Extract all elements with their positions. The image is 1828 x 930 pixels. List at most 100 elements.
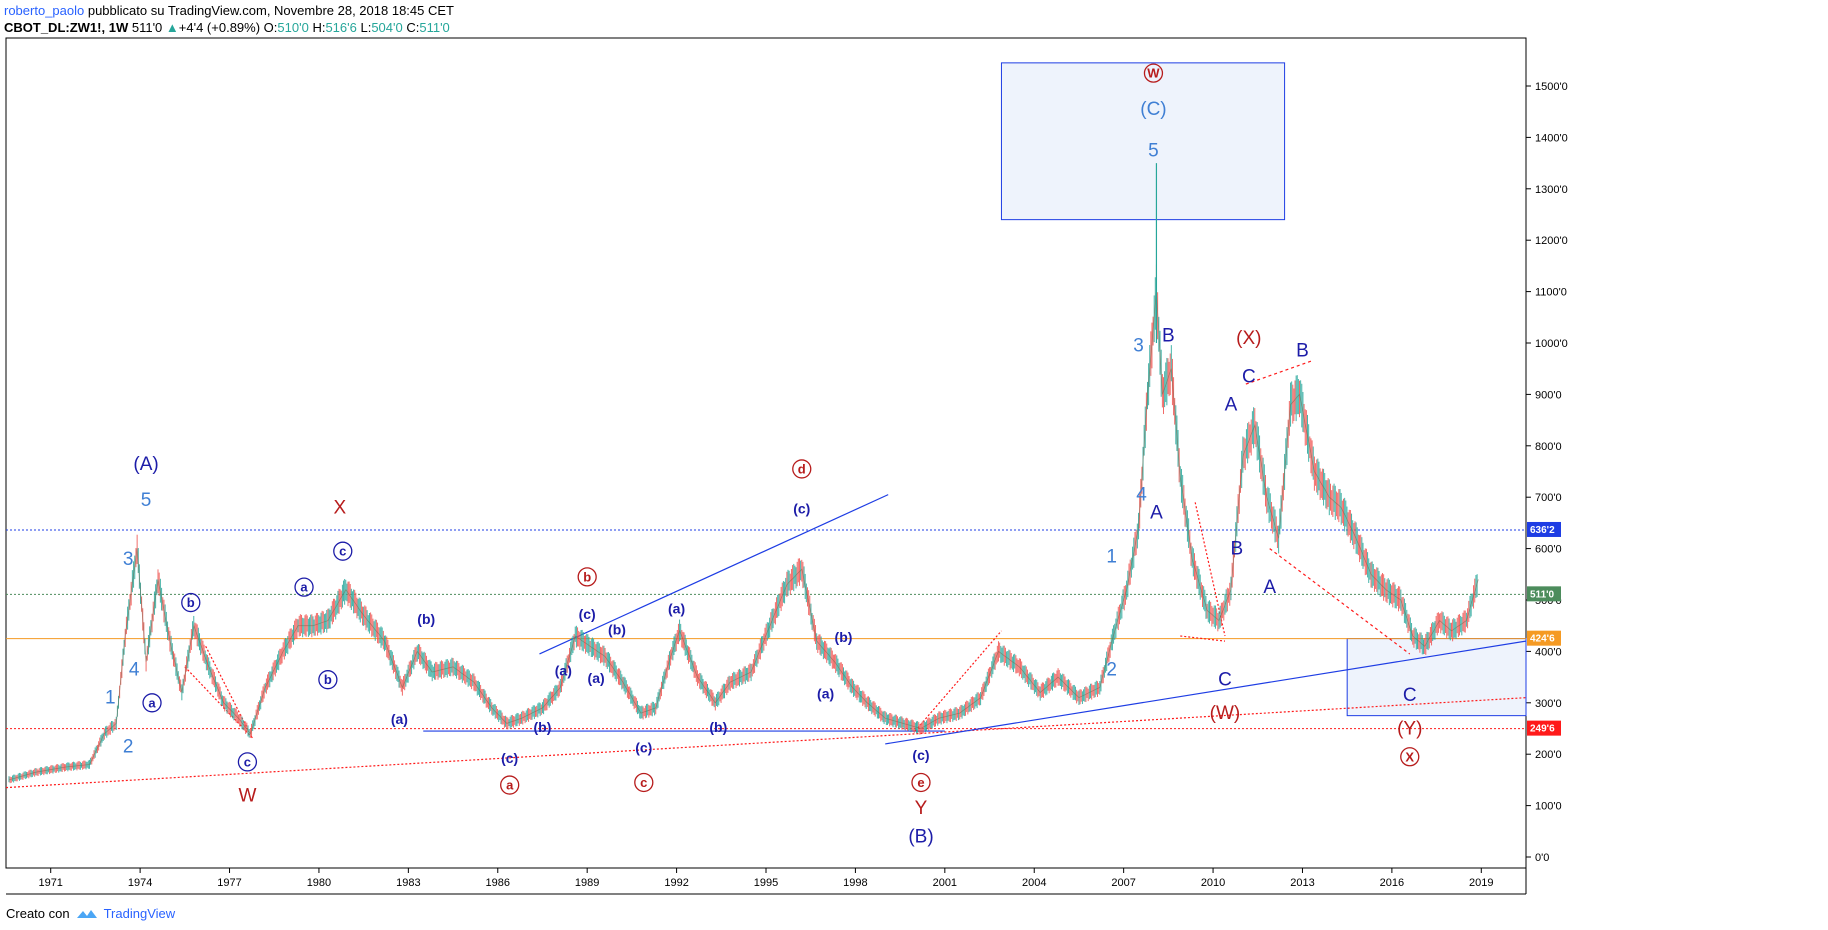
wave-label: B	[1162, 325, 1175, 346]
wave-label-circle	[237, 752, 258, 772]
wave-label: (a)	[817, 686, 834, 702]
created-with-label: Creato con	[6, 906, 70, 921]
wave-channel-line	[1180, 635, 1226, 642]
publish-info: pubblicato su TradingView.com, Novembre …	[84, 3, 454, 18]
wave-channel-line	[184, 666, 254, 740]
y-tick-label: 1400'0	[1535, 132, 1568, 144]
wave-label: C	[1403, 685, 1417, 706]
wave-label: (W)	[1210, 703, 1241, 724]
close-label: C:	[406, 20, 420, 35]
wave-label: (C)	[1140, 99, 1166, 120]
wave-label: a	[506, 778, 514, 793]
wave-label: 1	[1106, 546, 1117, 567]
publish-line: roberto_paolo pubblicato su TradingView.…	[4, 2, 454, 19]
y-tick-label: 100'0	[1535, 801, 1562, 813]
wave-label: W	[238, 785, 256, 806]
price-change: +4'4 (+0.89%)	[178, 20, 261, 35]
price-level-badge	[1527, 586, 1561, 602]
wave-label: Y	[915, 798, 928, 819]
x-tick-label: 2001	[933, 877, 957, 889]
wave-label: 2	[1106, 659, 1117, 680]
author-link[interactable]: roberto_paolo	[4, 3, 85, 18]
open-label: O:	[263, 20, 278, 35]
wave-label-circle	[1143, 63, 1164, 83]
wave-label: (a)	[555, 662, 572, 678]
wave-channel-line	[1269, 548, 1411, 655]
wave-label: a	[300, 580, 308, 595]
wave-label: 4	[1136, 485, 1147, 506]
wave-label: (a)	[668, 601, 685, 617]
wave-label: (b)	[534, 719, 552, 735]
x-tick-label: 2016	[1380, 877, 1404, 889]
wave-label: (b)	[417, 611, 435, 627]
wave-label: B	[1231, 539, 1244, 560]
last-price: 511'0	[131, 20, 163, 35]
target-zone-box	[1000, 62, 1286, 221]
symbol-label[interactable]: CBOT_DL:ZW1!, 1W	[4, 20, 129, 35]
wave-label-circle	[911, 772, 931, 793]
price-level-badge	[1527, 630, 1561, 646]
wave-label: (c)	[912, 747, 929, 763]
y-tick-label: 400'0	[1535, 646, 1562, 658]
wave-label: 3	[123, 549, 134, 570]
x-tick-label: 1986	[486, 877, 510, 889]
x-tick-label: 1977	[217, 877, 241, 889]
y-tick-label: 1200'0	[1535, 235, 1568, 247]
x-tick-label: 1971	[38, 877, 62, 889]
x-tick-label: 2010	[1201, 877, 1225, 889]
y-tick-label: 0'0	[1535, 852, 1549, 864]
wave-label: (c)	[501, 750, 518, 766]
wave-label: C	[1218, 670, 1232, 691]
wave-label: 1	[105, 688, 116, 709]
wave-label: (A)	[133, 454, 158, 475]
wave-label-circle	[577, 567, 597, 587]
up-arrow-icon: ▲	[165, 20, 179, 35]
wave-label: (b)	[835, 629, 853, 645]
wave-label-circle	[142, 693, 162, 713]
wave-label: 3	[1133, 336, 1144, 357]
price-series-line	[8, 291, 1479, 781]
wave-label-circle	[181, 592, 201, 613]
upper-trendline	[539, 494, 889, 655]
price-level-badge	[1527, 521, 1561, 537]
high-value: 516'6	[325, 20, 357, 35]
wave-label: X	[333, 497, 346, 518]
wave-label: (c)	[635, 739, 652, 755]
wave-label: (B)	[908, 826, 933, 847]
wave-label-circle	[333, 541, 353, 561]
target-zone-box	[1346, 638, 1527, 717]
x-tick-label: 1998	[843, 877, 867, 889]
wave-label: b	[187, 595, 195, 610]
x-tick-label: 1989	[575, 877, 599, 889]
wave-label: A	[1263, 577, 1276, 598]
wave-label-circle	[634, 772, 654, 793]
y-tick-label: 700'0	[1535, 492, 1562, 504]
wave-label: W	[1147, 66, 1160, 81]
tradingview-brand-link[interactable]: TradingView	[103, 906, 176, 921]
wave-label: 5	[1148, 140, 1159, 161]
wave-label: X	[1405, 749, 1414, 764]
x-tick-label: 2013	[1290, 877, 1314, 889]
wave-label: c	[244, 754, 251, 769]
wave-label: (b)	[608, 621, 626, 637]
wave-label: (c)	[579, 606, 596, 622]
footer: Creato con TradingView	[6, 906, 175, 921]
y-tick-label: 300'0	[1535, 698, 1562, 710]
wave-label-circle	[294, 577, 314, 597]
wave-channel-line	[1194, 502, 1226, 637]
rising-support-line	[885, 640, 1527, 745]
y-tick-label: 1000'0	[1535, 338, 1568, 350]
wave-label: b	[583, 569, 591, 584]
x-tick-label: 1992	[664, 877, 688, 889]
symbol-line: CBOT_DL:ZW1!, 1W 511'0 ▲+4'4 (+0.89%) O:…	[4, 19, 454, 36]
price-level-label: 511'0	[1530, 589, 1555, 600]
price-level-badge	[1527, 720, 1561, 736]
wave-label: c	[339, 544, 346, 559]
wave-label-circle	[792, 459, 812, 479]
wave-label: 2	[123, 736, 134, 757]
x-tick-label: 1980	[307, 877, 331, 889]
close-value: 511'0	[419, 20, 450, 35]
wave-label: (X)	[1236, 328, 1261, 349]
wave-label-circle	[318, 670, 338, 690]
